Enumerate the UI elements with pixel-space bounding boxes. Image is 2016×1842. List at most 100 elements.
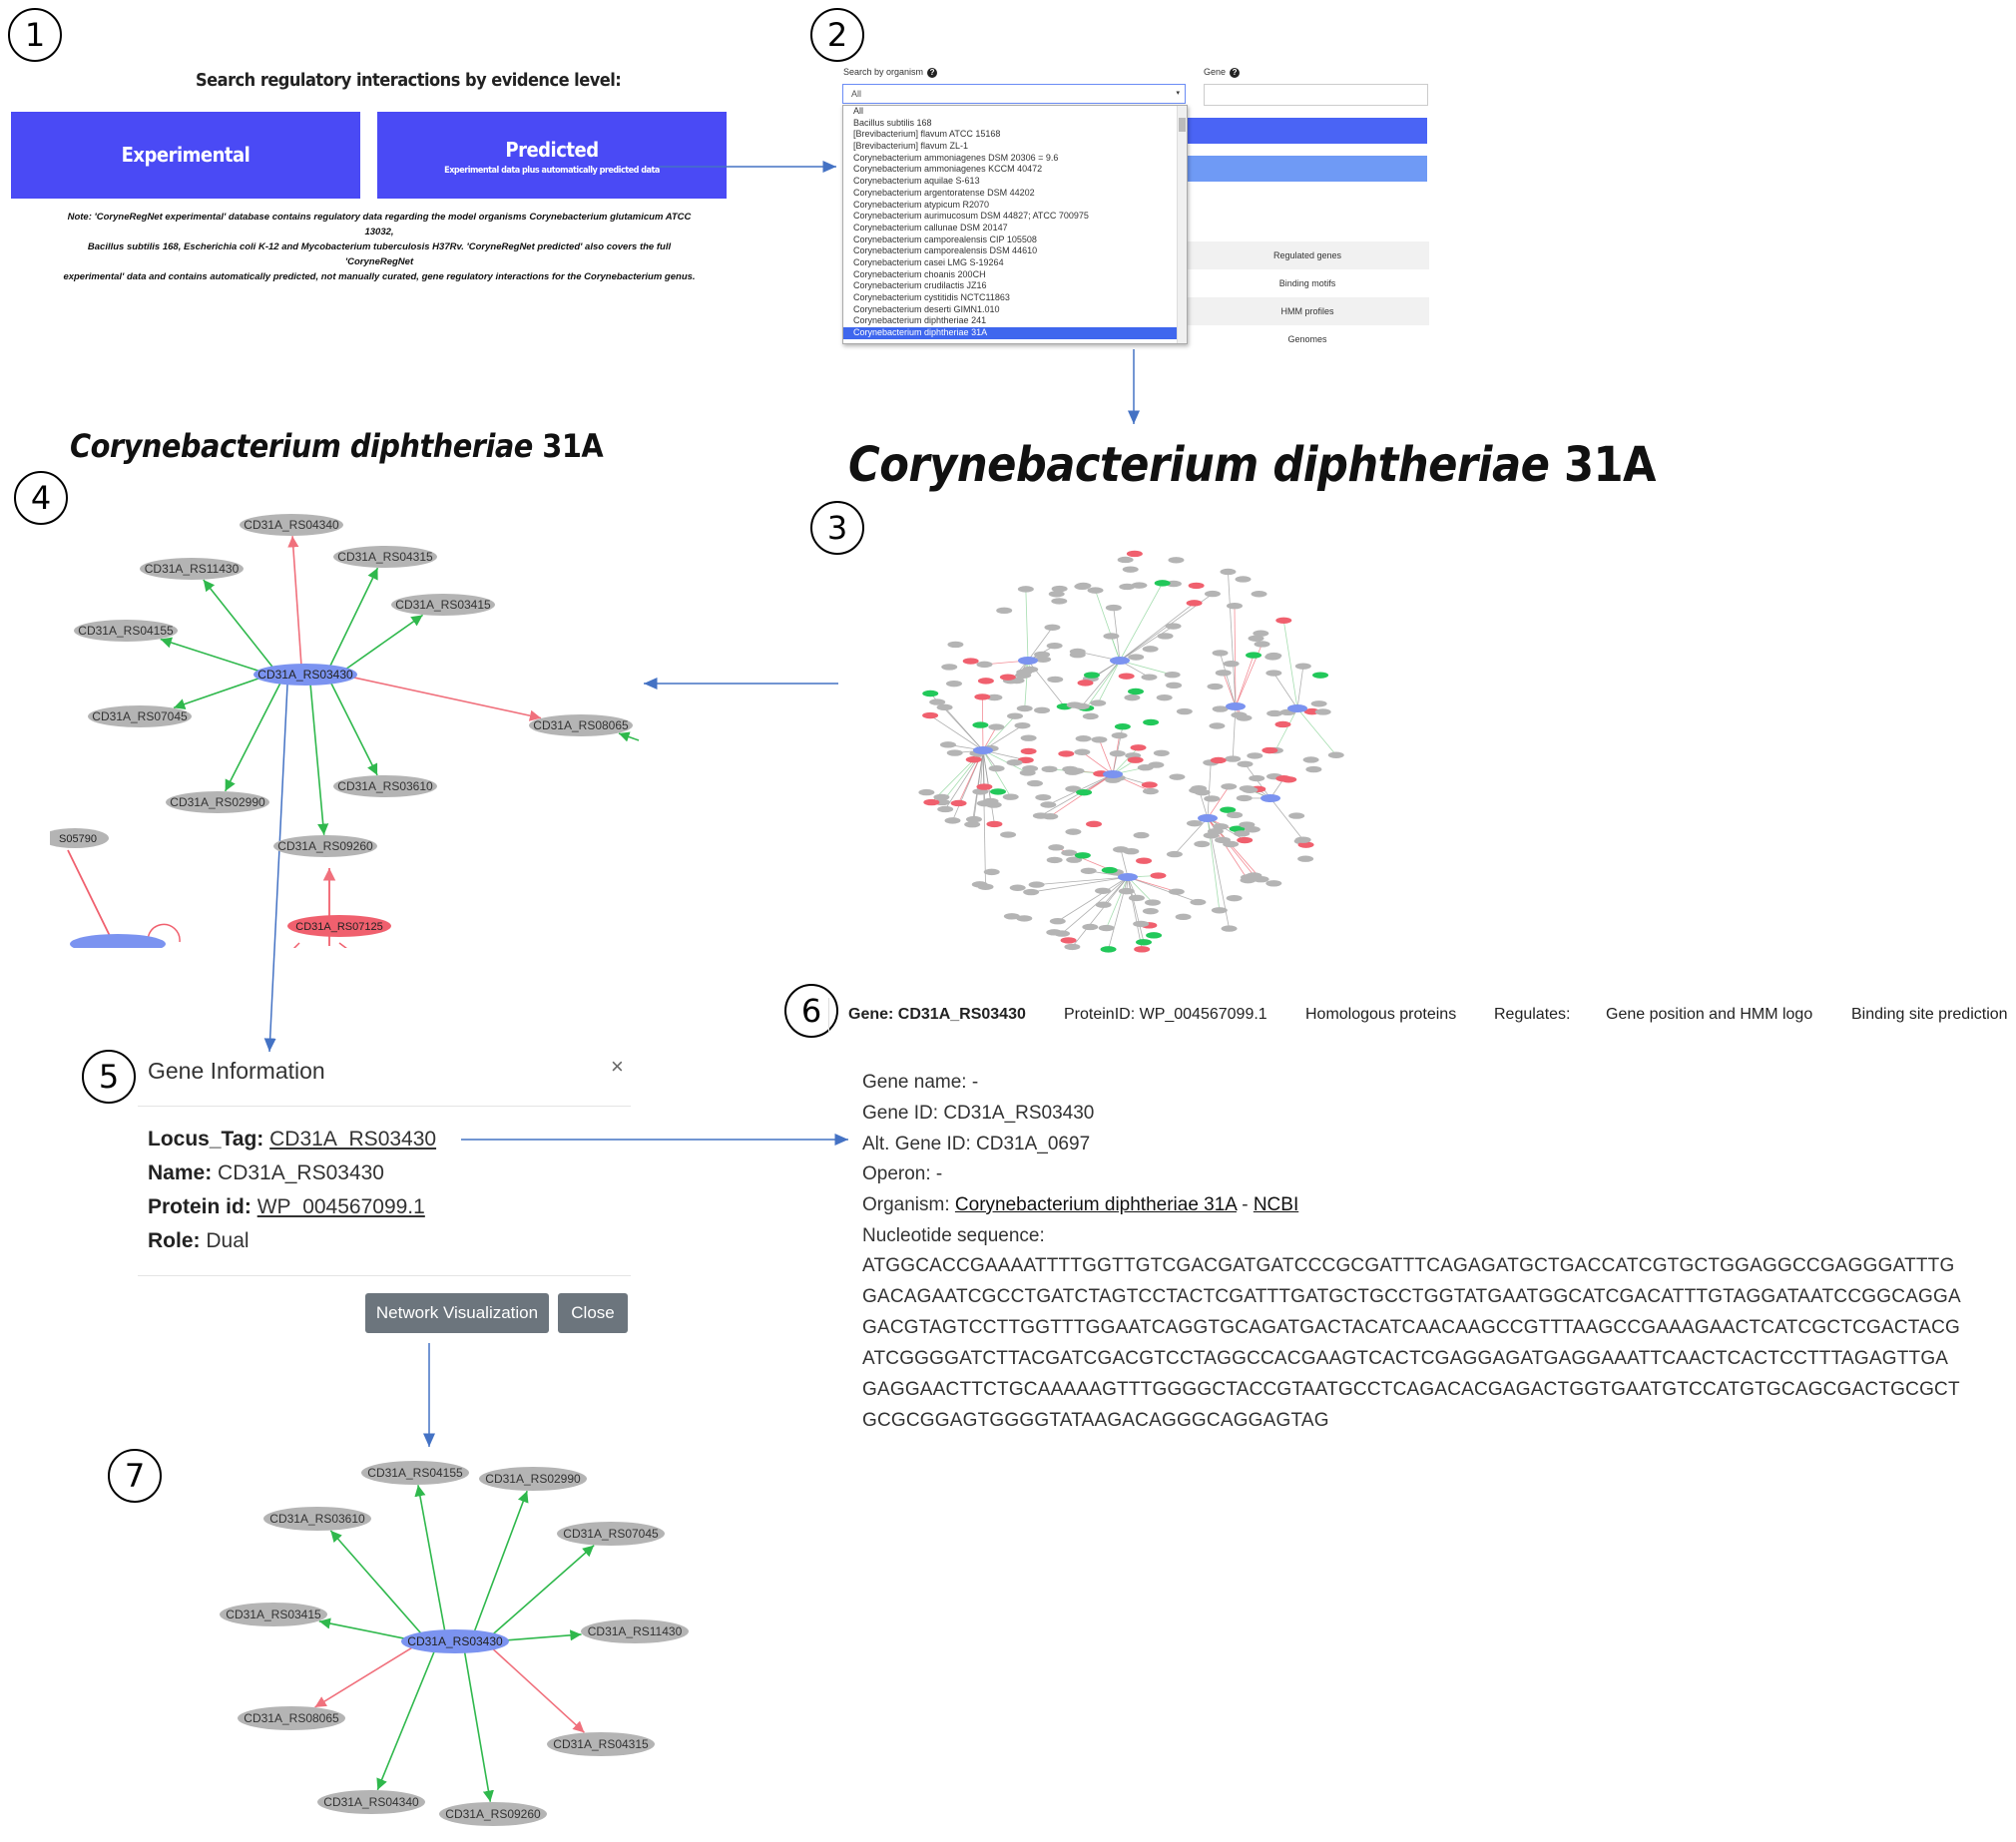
network-node[interactable] (1006, 759, 1023, 766)
network-node[interactable] (1002, 793, 1019, 800)
network-node[interactable] (1220, 806, 1237, 813)
network-node[interactable] (1098, 924, 1115, 932)
network-node[interactable] (529, 714, 633, 736)
network-node[interactable] (1254, 641, 1270, 648)
network-node[interactable] (1105, 776, 1122, 783)
hub-node[interactable] (1287, 704, 1307, 712)
network-node[interactable] (1248, 635, 1264, 642)
network-node[interactable] (1327, 751, 1344, 758)
network-node[interactable] (1091, 736, 1108, 743)
network-node[interactable] (1153, 749, 1170, 756)
dropdown-option[interactable]: Corynebacterium camporealensis CIP 10550… (853, 233, 1037, 244)
network-node[interactable] (1048, 591, 1065, 598)
network-node[interactable] (1117, 556, 1134, 564)
network-node[interactable] (1074, 852, 1091, 859)
network-node[interactable] (1251, 591, 1267, 598)
network-node[interactable] (439, 1802, 547, 1826)
network-node[interactable] (1127, 756, 1144, 763)
network-node[interactable] (983, 868, 1000, 876)
network-node[interactable] (923, 798, 940, 806)
network-node[interactable] (1297, 855, 1314, 862)
network-node[interactable] (939, 741, 956, 748)
network-node[interactable] (1294, 663, 1311, 670)
network-node[interactable] (1261, 746, 1278, 754)
help-icon[interactable]: ? (927, 68, 938, 78)
network-node[interactable] (945, 680, 962, 688)
network-node[interactable] (950, 799, 967, 807)
network-node[interactable] (1126, 550, 1143, 558)
network-node[interactable] (1294, 836, 1311, 843)
dropdown-option[interactable]: Corynebacterium atypicum R2070 (853, 199, 990, 210)
network-node[interactable] (1076, 788, 1093, 796)
network-node[interactable] (1175, 913, 1192, 921)
network-node[interactable] (929, 698, 946, 705)
network-node[interactable] (1176, 707, 1193, 715)
network-node[interactable] (1169, 773, 1186, 780)
menu-row-regulated-genes[interactable]: Regulated genes (1186, 241, 1429, 269)
hub-node[interactable] (1110, 657, 1130, 665)
menu-row-hmm-profiles[interactable]: HMM profiles (1186, 297, 1429, 325)
network-node[interactable] (1046, 856, 1063, 864)
network-node[interactable] (1014, 721, 1031, 729)
tab-protein[interactable]: ProteinID: WP_004567099.1 (1064, 1006, 1267, 1023)
network-node[interactable] (1114, 723, 1131, 730)
hub-node[interactable] (973, 746, 993, 754)
network-node[interactable] (1168, 557, 1185, 564)
network-node[interactable] (1209, 722, 1226, 729)
network-visualization-button[interactable]: Network Visualization (365, 1293, 549, 1333)
dropdown-option[interactable]: All (853, 106, 864, 116)
network-node[interactable] (1048, 844, 1065, 851)
dropdown-option[interactable]: Corynebacterium ammoniagenes DSM 20306 =… (853, 152, 1059, 163)
network-node[interactable] (1124, 693, 1141, 701)
dropdown-option[interactable]: Corynebacterium callunae DSM 20147 (853, 222, 1008, 232)
network-node[interactable] (1144, 899, 1161, 906)
network-node[interactable] (1136, 939, 1153, 946)
network-node[interactable] (1109, 750, 1126, 757)
network-node[interactable] (1046, 642, 1063, 650)
network-node[interactable] (988, 723, 1005, 730)
network-node[interactable] (965, 756, 982, 763)
network-node[interactable] (333, 546, 437, 568)
predicted-button[interactable]: Predicted Experimental data plus automat… (377, 112, 727, 199)
network-node[interactable] (391, 594, 495, 616)
network-node[interactable] (1275, 775, 1292, 782)
network-node[interactable] (1204, 795, 1221, 802)
network-node[interactable] (1028, 881, 1045, 888)
network-node[interactable] (1186, 600, 1203, 607)
dropdown-option[interactable]: Corynebacterium camporealensis DSM 44610 (853, 245, 1038, 256)
menu-row-genomes[interactable]: Genomes (1287, 334, 1327, 344)
network-node[interactable] (240, 514, 343, 536)
network-node[interactable] (1128, 654, 1145, 661)
secondary-button[interactable] (1188, 156, 1427, 182)
network-node[interactable] (996, 607, 1013, 615)
network-node[interactable] (74, 620, 178, 642)
network-node[interactable] (1007, 712, 1024, 719)
network-node[interactable] (1223, 660, 1240, 668)
network-node[interactable] (1212, 650, 1229, 657)
dropdown-scrollbar[interactable] (1177, 106, 1187, 343)
network-node[interactable] (937, 805, 954, 813)
scrollbar-thumb[interactable] (1179, 118, 1186, 132)
network-node[interactable] (1305, 765, 1322, 773)
full-network-graph[interactable] (918, 550, 1344, 953)
network-node[interactable] (273, 835, 377, 857)
network-node[interactable] (1190, 898, 1207, 906)
network-node[interactable] (1226, 894, 1243, 902)
network-node[interactable] (1074, 583, 1091, 591)
dropdown-option[interactable]: Corynebacterium ammoniagenes KCCM 40472 (853, 164, 1043, 175)
network-node[interactable] (1164, 671, 1181, 679)
dropdown-option[interactable]: [Brevibacterium] flavum ATCC 15168 (853, 129, 1001, 140)
network-node[interactable] (317, 1790, 425, 1814)
network-node[interactable] (70, 934, 166, 954)
network-node[interactable] (287, 915, 391, 937)
network-node[interactable] (1141, 781, 1158, 788)
network-node[interactable] (1101, 866, 1118, 874)
network-node[interactable] (1166, 682, 1183, 690)
network-node[interactable] (1265, 652, 1282, 660)
network-node[interactable] (1017, 586, 1034, 593)
network-node[interactable] (166, 791, 269, 813)
hub-node[interactable] (1103, 770, 1123, 778)
center-node[interactable] (253, 664, 357, 686)
network-node[interactable] (1266, 709, 1283, 717)
network-node[interactable] (547, 1732, 655, 1756)
